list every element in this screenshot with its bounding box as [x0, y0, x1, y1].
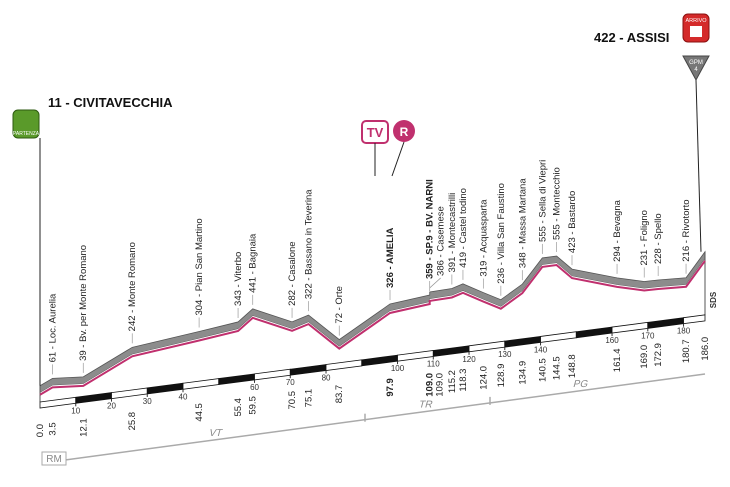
waypoint-name: 555 - Sella di Viepri [537, 160, 548, 242]
km-label: 134.9 [517, 361, 528, 385]
waypoint-name: 423 - Bastardo [567, 191, 578, 253]
km-label: 140.5 [537, 358, 548, 382]
km-label: 55.4 [233, 398, 244, 417]
km-label: 0.0 [35, 424, 46, 437]
waypoint-name: 231 - Foligno [639, 210, 650, 265]
km-strip [683, 314, 706, 325]
climb-cat: 4 [694, 67, 698, 73]
x-tick-label: 40 [179, 392, 188, 401]
finish-pole [695, 79, 702, 252]
x-tick-label: 160 [605, 336, 619, 345]
km-label: 180.7 [681, 339, 692, 363]
x-tick-label: 180 [677, 327, 691, 336]
km-label: 44.5 [194, 403, 205, 422]
km-label: 59.5 [248, 396, 259, 415]
finish-note: SDS [709, 291, 718, 308]
waypoint-name: 304 - Pian San Martino [194, 218, 205, 315]
waypoint-name: 236 - Villa San Faustino [496, 183, 507, 284]
km-label: 83.7 [334, 385, 345, 404]
x-tick-label: 130 [498, 350, 512, 359]
km-label: 186.0 [700, 337, 711, 361]
tv-text: TV [367, 125, 384, 140]
km-label: 115.2 [447, 370, 458, 393]
waypoint-name: 228 - Spello [653, 213, 664, 264]
waypoint-name: 72 - Orte [334, 286, 345, 324]
x-tick-label: 60 [250, 383, 259, 392]
km-label: 3.5 [48, 422, 59, 435]
waypoint-name: 61 - Loc. Aurelia [48, 293, 59, 362]
waypoint-name: 555 - Montecchio [552, 167, 563, 240]
start-badge: PARTENZA [12, 109, 40, 139]
badge-line [391, 141, 405, 177]
km-label: 169.0 [639, 345, 650, 369]
waypoint-name: 391 - Montecastrilli [447, 193, 458, 273]
start-label: 11 - CIVITAVECCHIA [48, 95, 173, 110]
climb-text: GPM [689, 60, 703, 66]
x-tick-label: 170 [641, 331, 655, 340]
x-tick-label: 30 [143, 397, 152, 406]
waypoint-name: 386 - Casemese [436, 206, 447, 276]
name-leader [429, 277, 441, 289]
tv-badges: TV R [361, 120, 415, 177]
x-tick-label: 20 [107, 402, 116, 411]
waypoint-name: 322 - Bassano in Teverina [304, 189, 315, 299]
km-label: 144.5 [552, 356, 563, 380]
waypoint-name: 294 - Bevagna [612, 199, 623, 262]
waypoint-name: 282 - Casalone [287, 241, 298, 305]
waypoint-name: 326 - AMELIA [385, 227, 396, 287]
x-tick-label: 100 [391, 364, 405, 373]
km-label: 75.1 [304, 389, 315, 408]
finish-badge: ARRIVO GPM 4 [682, 13, 710, 82]
waypoint-name: 348 - Massa Martana [517, 178, 528, 268]
km-label: 128.9 [496, 364, 507, 388]
finish-label: 422 - ASSISI [594, 30, 669, 45]
start-icon [12, 109, 40, 139]
x-tick-label: 10 [71, 406, 80, 415]
waypoint-name: 441 - Bagnaia [248, 233, 259, 293]
waypoint-name: 419 - Castel todino [458, 188, 469, 268]
x-tick-label: 120 [462, 355, 476, 364]
region-label: RM [46, 454, 62, 465]
waypoint-name: 343 - Viterbo [233, 252, 244, 306]
x-tick-label: 110 [427, 359, 440, 368]
km-label: 109.0 [425, 373, 436, 397]
start-badge-text: PARTENZA [13, 131, 40, 137]
region-label: TR [418, 400, 434, 411]
waypoint-name: 359 - SP.9 - BV. NARNI [425, 179, 436, 279]
climb-icon [682, 55, 710, 82]
waypoint-name: 39 - Bv. per Monte Romano [78, 245, 89, 361]
finish-icon-inner [690, 26, 702, 37]
km-label: 161.4 [612, 348, 623, 372]
region-label: PG [572, 379, 589, 390]
x-tick-label: 70 [286, 378, 295, 387]
waypoint-name: 242 - Monte Romano [127, 242, 138, 331]
region-line [64, 373, 706, 461]
x-tick-label: 140 [534, 345, 548, 354]
km-label: 172.9 [653, 343, 664, 367]
km-label: 25.8 [127, 412, 138, 431]
km-label: 109.0 [435, 373, 446, 397]
waypoint-name: 319 - Acquasparta [478, 199, 489, 277]
km-label: 118.3 [458, 369, 469, 392]
profile-face [40, 258, 705, 402]
x-tick-label: 80 [322, 374, 331, 383]
finish-badge-text: ARRIVO [685, 18, 707, 24]
profile-line [39, 260, 706, 396]
km-label: 12.1 [78, 418, 89, 437]
r-icon [393, 120, 415, 142]
region-label: VT [208, 428, 224, 439]
km-label: 124.0 [478, 366, 489, 390]
km-label: 97.9 [385, 378, 396, 397]
r-text: R [400, 125, 409, 139]
km-label: 70.5 [287, 391, 298, 410]
waypoint-name: 216 - Rivotorto [681, 199, 692, 261]
region-box [41, 451, 67, 466]
km-label: 148.8 [567, 354, 578, 378]
